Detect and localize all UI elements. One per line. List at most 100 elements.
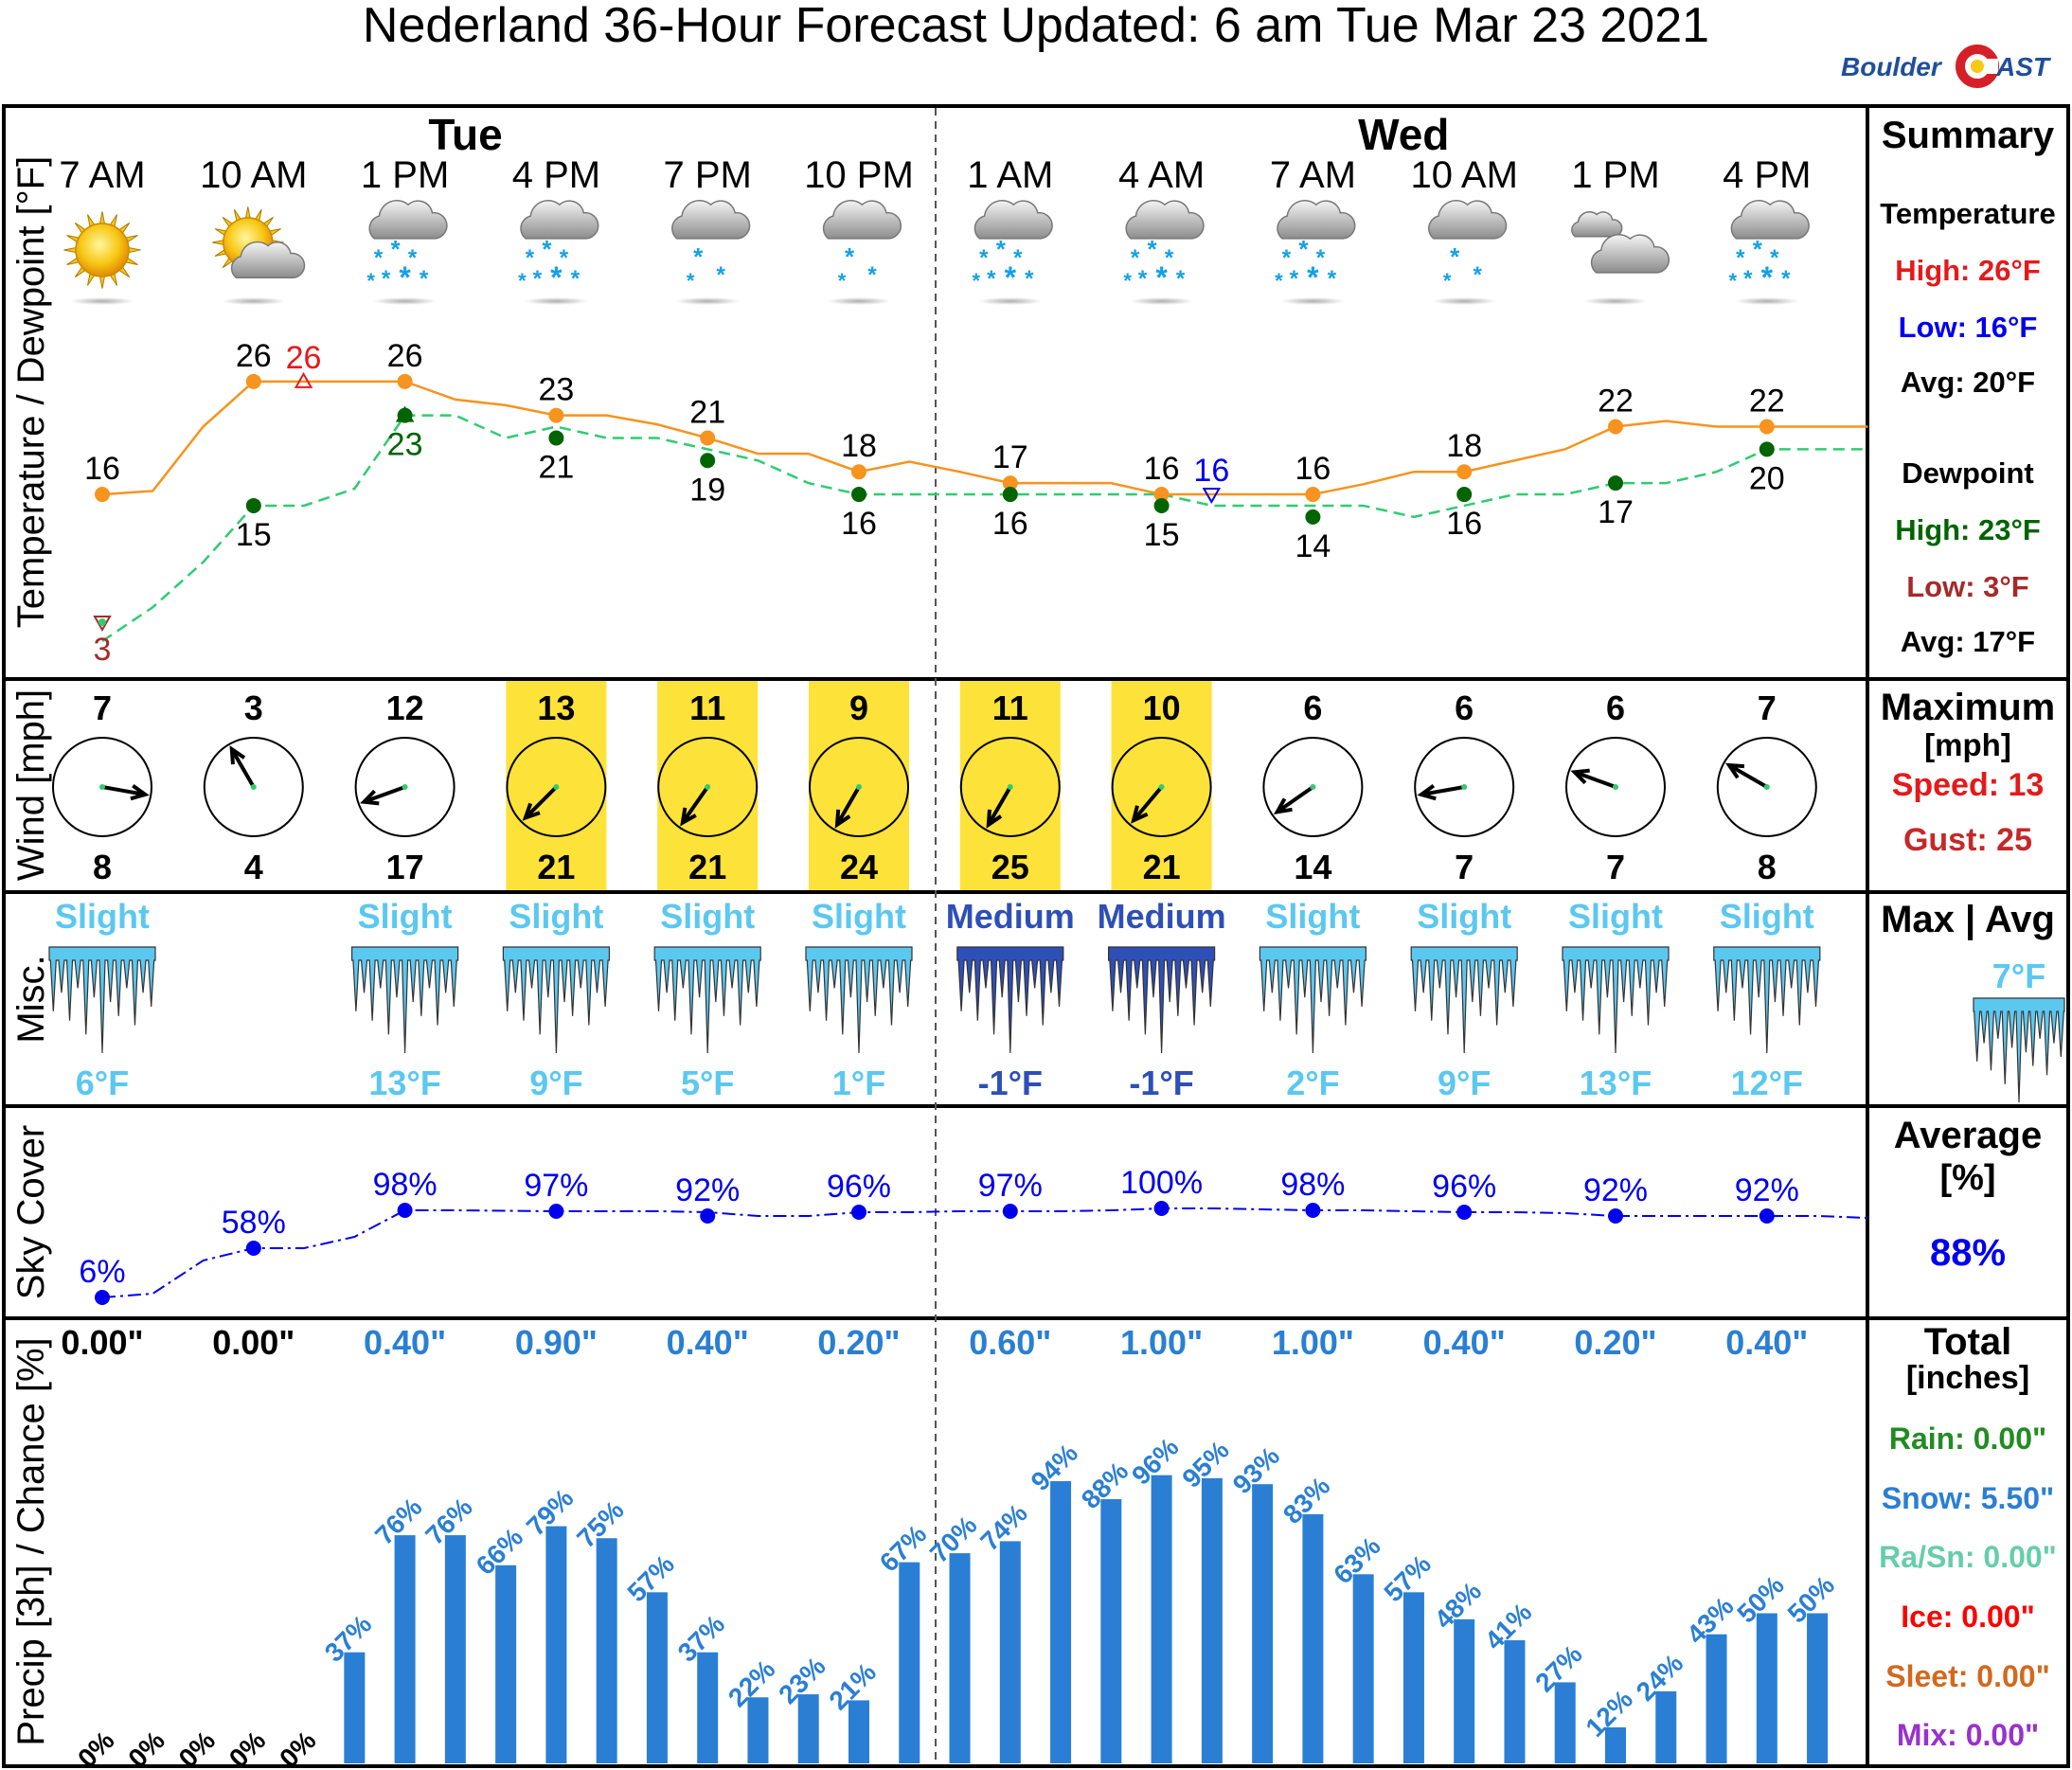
svg-text:*: * (374, 245, 384, 271)
temperature-line (101, 380, 1868, 496)
precip-bar (1402, 1592, 1424, 1763)
temp-label: 21 (689, 394, 725, 430)
dewpoint-label: 14 (1295, 528, 1331, 564)
dewpoint-label: 15 (1144, 517, 1180, 553)
summary-precip-header: Total (1924, 1321, 2012, 1363)
panel-frames (2, 104, 2070, 1768)
precip-bar (646, 1592, 668, 1763)
precip-chance-label: 24% (1631, 1648, 1689, 1707)
precip-amount: 0.00" (61, 1323, 143, 1362)
summary-icicle (1973, 997, 2065, 1103)
time-label-10: 1 PM (1571, 154, 1659, 196)
wind-speed-label: 11 (992, 688, 1028, 727)
sky-label: 100% (1120, 1165, 1203, 1201)
precip-bar (999, 1541, 1021, 1763)
svg-text:*: * (399, 260, 411, 295)
wind-chill-value: 1°F (832, 1064, 885, 1102)
wind-speed-label: 6 (1455, 688, 1474, 727)
wind-arrow-head (1131, 805, 1149, 824)
dewpoint-point (1608, 475, 1623, 492)
time-label-4: 7 PM (664, 154, 752, 196)
sky-point (548, 1204, 564, 1219)
svg-text:*: * (1761, 260, 1774, 295)
time-label-6: 1 AM (967, 154, 1053, 196)
time-label-0: 7 AM (59, 154, 145, 196)
wind-chill-severity: Slight (1720, 897, 1814, 936)
dewpoint-label: 20 (1749, 460, 1785, 496)
wind-dial (1111, 737, 1212, 837)
wind-gust-label: 14 (1294, 848, 1331, 886)
day-label-1: Wed (1358, 110, 1449, 159)
wind-chill-value: 2°F (1286, 1064, 1339, 1102)
dewpoint-point (397, 407, 413, 423)
wind-chill-value: -1°F (978, 1064, 1043, 1102)
dewpoint-label: 19 (689, 472, 725, 508)
sky-point (95, 1290, 110, 1305)
precip-bar (1756, 1613, 1777, 1763)
summary-sky-value: 88% (1930, 1232, 2006, 1274)
precip-amount: 0.40" (667, 1323, 749, 1362)
wind-dial-center (402, 784, 408, 790)
precip-amount: 0.20" (817, 1323, 900, 1362)
wind-plot: 7 8 3 4 12 17 13 21 11 21 9 24 11 25 10 21 6 14 6 7 6 7 7 8 (52, 681, 1817, 890)
precip-plot: 0.00" 0.00" 0.40" 0.90" 0.40" 0.20" 0.60" 1.00"… (61, 1323, 1840, 1770)
icicle-icon (805, 946, 913, 1054)
time-label-2: 1 PM (361, 154, 449, 196)
temp-point (1608, 419, 1623, 435)
precip-chance-label: 70% (924, 1511, 983, 1569)
precip-chance-label: 22% (723, 1654, 781, 1713)
precip-amount: 1.00" (1272, 1323, 1354, 1362)
precip-chance-label: 74% (974, 1498, 1033, 1557)
snow-icon: * * ** * ** (1123, 200, 1205, 305)
summary-temp-low: Low: 16°F (1899, 311, 2038, 344)
dewpoint-point (1153, 497, 1170, 513)
precip-bar (848, 1700, 869, 1763)
wind-chill-value: 9°F (529, 1064, 582, 1102)
wind-dial (1716, 737, 1817, 837)
dewpoint-label: 17 (1598, 494, 1634, 530)
precip-chance-label: 67% (874, 1519, 933, 1578)
sky-label: 58% (222, 1205, 286, 1241)
icicle-icon (1410, 946, 1518, 1054)
precip-bar (1352, 1574, 1374, 1763)
time-label-1: 10 AM (200, 154, 307, 196)
icicle-icon (1713, 946, 1821, 1054)
precip-chance-label: 95% (1176, 1435, 1235, 1493)
wind-dial-center (1158, 784, 1165, 790)
summary-snow: Snow: 5.50" (1882, 1481, 2054, 1515)
wind-arrow-head (986, 809, 1003, 829)
svg-text:*: * (717, 262, 726, 288)
wind-chill-severity: Slight (509, 897, 603, 936)
precip-bar (1605, 1726, 1626, 1763)
sky-point (851, 1205, 866, 1220)
bouldercast-logo: Boulder AST (1841, 45, 2052, 88)
dewpoint-label: 16 (992, 506, 1028, 542)
precip-chance-label: 76% (420, 1493, 478, 1551)
temp-label: 22 (1598, 384, 1634, 420)
precip-bar (596, 1538, 617, 1763)
precip-chance-label: 63% (1328, 1531, 1386, 1590)
sky-point (1305, 1203, 1321, 1218)
svg-text:*: * (420, 266, 429, 292)
svg-text:*: * (366, 269, 375, 293)
precip-chance-label: 96% (1126, 1432, 1185, 1491)
temp-label: 23 (538, 372, 574, 408)
wind-arrow (363, 785, 406, 804)
sky-label: 96% (1432, 1169, 1496, 1205)
icicle-icon (502, 946, 610, 1054)
dew-low-label: 3 (94, 632, 112, 668)
svg-text:*: * (1275, 269, 1283, 293)
temp-label: 16 (1144, 451, 1180, 487)
wind-arrow-head (360, 789, 380, 806)
svg-text:*: * (1307, 260, 1319, 295)
sky-point (1153, 1201, 1170, 1216)
summary-sky-header: Average (1894, 1115, 2042, 1156)
wind-dial (1565, 737, 1666, 837)
snow-icon: * * ** * ** (973, 200, 1053, 305)
time-label-8: 7 AM (1270, 154, 1356, 196)
precip-amount: 0.40" (364, 1323, 446, 1362)
sky-label: 97% (524, 1168, 588, 1204)
svg-text:*: * (1736, 245, 1745, 271)
dewpoint-point (851, 487, 866, 503)
